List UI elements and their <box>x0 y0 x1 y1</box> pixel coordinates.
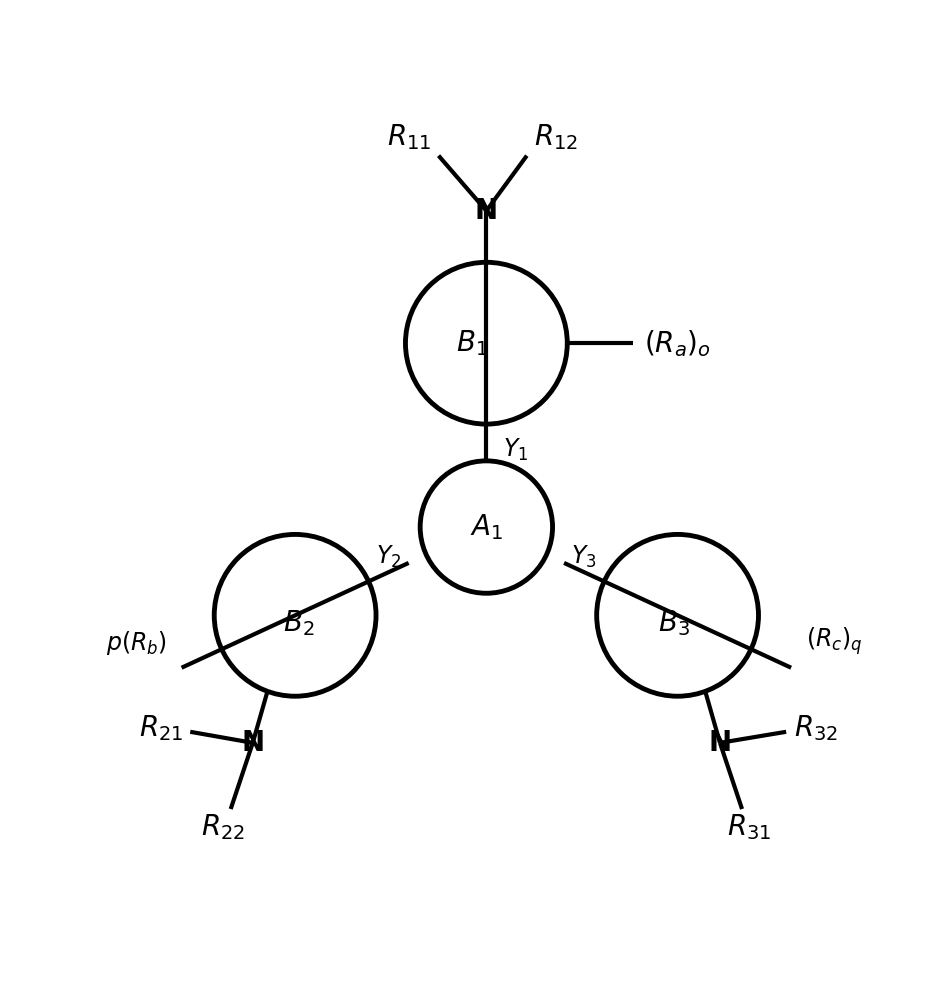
Text: $R_{22}$: $R_{22}$ <box>201 813 246 842</box>
Text: $Y_1$: $Y_1$ <box>503 437 528 463</box>
Text: $B_1$: $B_1$ <box>456 328 488 358</box>
Text: $p(R_b)$: $p(R_b)$ <box>106 629 167 657</box>
Text: $R_{21}$: $R_{21}$ <box>139 713 183 743</box>
Text: $B_3$: $B_3$ <box>658 608 690 638</box>
Text: $Y_2$: $Y_2$ <box>376 544 401 570</box>
Text: $R_{32}$: $R_{32}$ <box>793 713 838 743</box>
Text: N: N <box>474 197 498 225</box>
Text: $R_{12}$: $R_{12}$ <box>534 122 578 152</box>
Text: N: N <box>708 729 732 757</box>
Text: $(R_c)_q$: $(R_c)_q$ <box>806 625 863 657</box>
Text: N: N <box>241 729 265 757</box>
Text: $A_1$: $A_1$ <box>470 512 503 542</box>
Text: $B_2$: $B_2$ <box>283 608 314 638</box>
Text: $(R_a)_o$: $(R_a)_o$ <box>644 328 712 359</box>
Text: $R_{11}$: $R_{11}$ <box>387 122 431 152</box>
Text: $R_{31}$: $R_{31}$ <box>727 813 772 842</box>
Text: $Y_3$: $Y_3$ <box>571 544 597 570</box>
